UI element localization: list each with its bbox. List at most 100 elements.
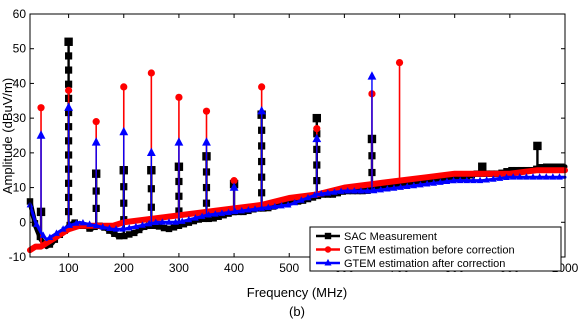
- series-point: [557, 163, 565, 170]
- series-point: [53, 229, 60, 236]
- series-point: [165, 218, 173, 225]
- series-point: [178, 217, 186, 224]
- series-point: [337, 187, 345, 194]
- series-point: [304, 193, 312, 201]
- series-point: [364, 181, 371, 188]
- stem-marker: [65, 52, 73, 60]
- series-point: [72, 219, 80, 226]
- series-point: [40, 242, 46, 248]
- series-point: [384, 185, 391, 192]
- series-point: [159, 218, 166, 225]
- series-point: [344, 187, 352, 194]
- series-point: [264, 203, 272, 211]
- series-point: [523, 168, 530, 175]
- series-point: [211, 210, 219, 217]
- series-point: [284, 201, 292, 208]
- series-point: [377, 185, 385, 193]
- series-point: [476, 176, 484, 184]
- legend-swatch-marker: [324, 246, 332, 253]
- series-point: [549, 173, 557, 180]
- series-point: [489, 175, 497, 182]
- series-point: [490, 170, 496, 177]
- series-point: [496, 174, 504, 181]
- series-point: [198, 212, 206, 219]
- series-point: [536, 173, 543, 180]
- series-2: [26, 71, 567, 242]
- peak-marker: [91, 137, 101, 146]
- series-point: [453, 173, 461, 181]
- series-point: [272, 198, 278, 205]
- series-point: [331, 188, 338, 195]
- series-point: [450, 171, 457, 177]
- series-point: [131, 229, 138, 237]
- series-point: [225, 208, 232, 216]
- series-point: [397, 183, 405, 190]
- series-point: [185, 215, 193, 223]
- series-point: [357, 187, 365, 194]
- series-point: [391, 178, 397, 185]
- plot-frame: [29, 13, 566, 258]
- series-point: [278, 201, 285, 209]
- x-tick-label: 300: [169, 261, 189, 275]
- peak-marker: [312, 133, 322, 143]
- series-point: [170, 224, 178, 231]
- series-point: [433, 177, 441, 184]
- series-point: [317, 189, 325, 197]
- series-point: [192, 210, 199, 216]
- series-point: [417, 175, 424, 181]
- peak-marker: [202, 137, 211, 146]
- y-tick-label: 10: [13, 181, 27, 195]
- figure-caption: (b): [289, 304, 305, 319]
- series-point: [351, 183, 358, 190]
- series-point: [285, 195, 291, 201]
- series-point: [443, 177, 451, 185]
- series-point: [350, 187, 358, 194]
- series-point: [448, 174, 456, 182]
- series-point: [79, 219, 87, 226]
- series-point: [457, 170, 463, 177]
- series-point: [516, 173, 524, 180]
- legend-label: SAC Measurement: [344, 231, 437, 243]
- series-point: [374, 184, 381, 191]
- series-point: [311, 191, 318, 198]
- y-tick-label: 20: [13, 146, 27, 160]
- series-point: [86, 220, 93, 227]
- series-point: [477, 170, 483, 177]
- series-point: [153, 215, 159, 221]
- series-point: [543, 167, 549, 173]
- series-point: [145, 219, 153, 227]
- stem-marker: [65, 80, 73, 88]
- series-0: [26, 37, 568, 250]
- series-point: [251, 205, 259, 212]
- series-point: [291, 198, 299, 206]
- legend: SAC Measurement GTEM estimation before co…: [309, 226, 562, 272]
- series-point: [483, 176, 491, 183]
- series-point: [458, 173, 466, 181]
- series-point: [529, 173, 537, 180]
- series-point: [159, 214, 166, 221]
- series-point: [132, 222, 140, 230]
- peak-marker: [395, 59, 404, 67]
- series-point: [297, 196, 305, 203]
- series-point: [289, 198, 297, 205]
- series-point: [371, 181, 377, 187]
- peak-marker: [64, 37, 73, 46]
- series-point: [444, 171, 450, 178]
- series-point: [430, 179, 438, 186]
- series-point: [424, 174, 430, 180]
- series-point: [408, 180, 416, 187]
- series-point: [394, 181, 401, 189]
- y-tick-label: -10: [9, 250, 27, 264]
- series-point: [370, 186, 378, 194]
- peak-marker: [258, 83, 266, 91]
- x-tick-label: 500: [279, 261, 299, 275]
- series-point: [186, 211, 192, 217]
- peak-marker: [313, 124, 321, 133]
- series-point: [166, 213, 172, 220]
- series-point: [113, 222, 119, 228]
- series-point: [205, 215, 212, 223]
- series-point: [390, 184, 398, 191]
- series-point: [389, 183, 396, 190]
- series-point: [437, 172, 444, 179]
- series-point: [324, 189, 332, 196]
